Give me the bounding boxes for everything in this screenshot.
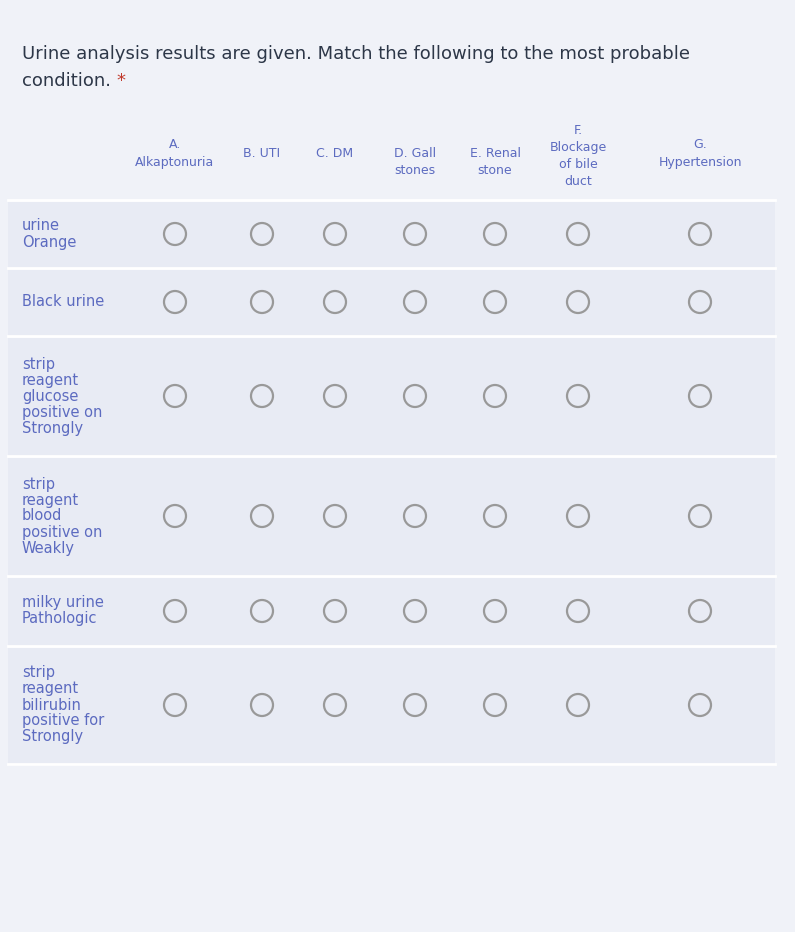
Text: stones: stones <box>394 164 436 177</box>
Text: D. Gall: D. Gall <box>394 147 436 160</box>
Text: milky urine: milky urine <box>22 596 104 610</box>
Text: Orange: Orange <box>22 235 76 250</box>
Text: strip: strip <box>22 357 55 372</box>
Text: Strongly: Strongly <box>22 420 83 435</box>
FancyBboxPatch shape <box>8 764 775 766</box>
Text: positive for: positive for <box>22 714 104 729</box>
Text: B. UTI: B. UTI <box>243 147 281 160</box>
Text: of bile: of bile <box>559 158 597 171</box>
Text: bilirubin: bilirubin <box>22 697 82 712</box>
Text: positive on: positive on <box>22 404 103 419</box>
Text: Strongly: Strongly <box>22 730 83 745</box>
Text: glucose: glucose <box>22 389 79 404</box>
Text: Hypertension: Hypertension <box>658 156 742 169</box>
Text: strip: strip <box>22 476 55 491</box>
Text: duct: duct <box>564 175 591 188</box>
Text: urine: urine <box>22 218 60 234</box>
FancyBboxPatch shape <box>8 458 775 576</box>
Text: Black urine: Black urine <box>22 295 104 309</box>
Text: G.: G. <box>693 138 707 151</box>
Text: Pathologic: Pathologic <box>22 611 98 626</box>
Text: A.: A. <box>169 138 181 151</box>
Text: C. DM: C. DM <box>316 147 354 160</box>
FancyBboxPatch shape <box>8 578 775 646</box>
FancyBboxPatch shape <box>8 202 775 268</box>
Text: reagent: reagent <box>22 492 80 508</box>
Text: strip: strip <box>22 665 55 680</box>
Text: F.: F. <box>573 124 583 137</box>
Text: positive on: positive on <box>22 525 103 540</box>
Text: *: * <box>116 72 125 90</box>
FancyBboxPatch shape <box>8 338 775 456</box>
Text: Urine analysis results are given. Match the following to the most probable: Urine analysis results are given. Match … <box>22 45 690 63</box>
Text: blood: blood <box>22 509 62 524</box>
Text: condition.: condition. <box>22 72 111 90</box>
Text: Weakly: Weakly <box>22 541 75 555</box>
Text: E. Renal: E. Renal <box>470 147 521 160</box>
FancyBboxPatch shape <box>8 270 775 336</box>
Text: reagent: reagent <box>22 681 80 696</box>
Text: Blockage: Blockage <box>549 141 607 154</box>
Text: stone: stone <box>478 164 512 177</box>
FancyBboxPatch shape <box>8 648 775 764</box>
Text: Alkaptonuria: Alkaptonuria <box>135 156 215 169</box>
Text: reagent: reagent <box>22 373 80 388</box>
